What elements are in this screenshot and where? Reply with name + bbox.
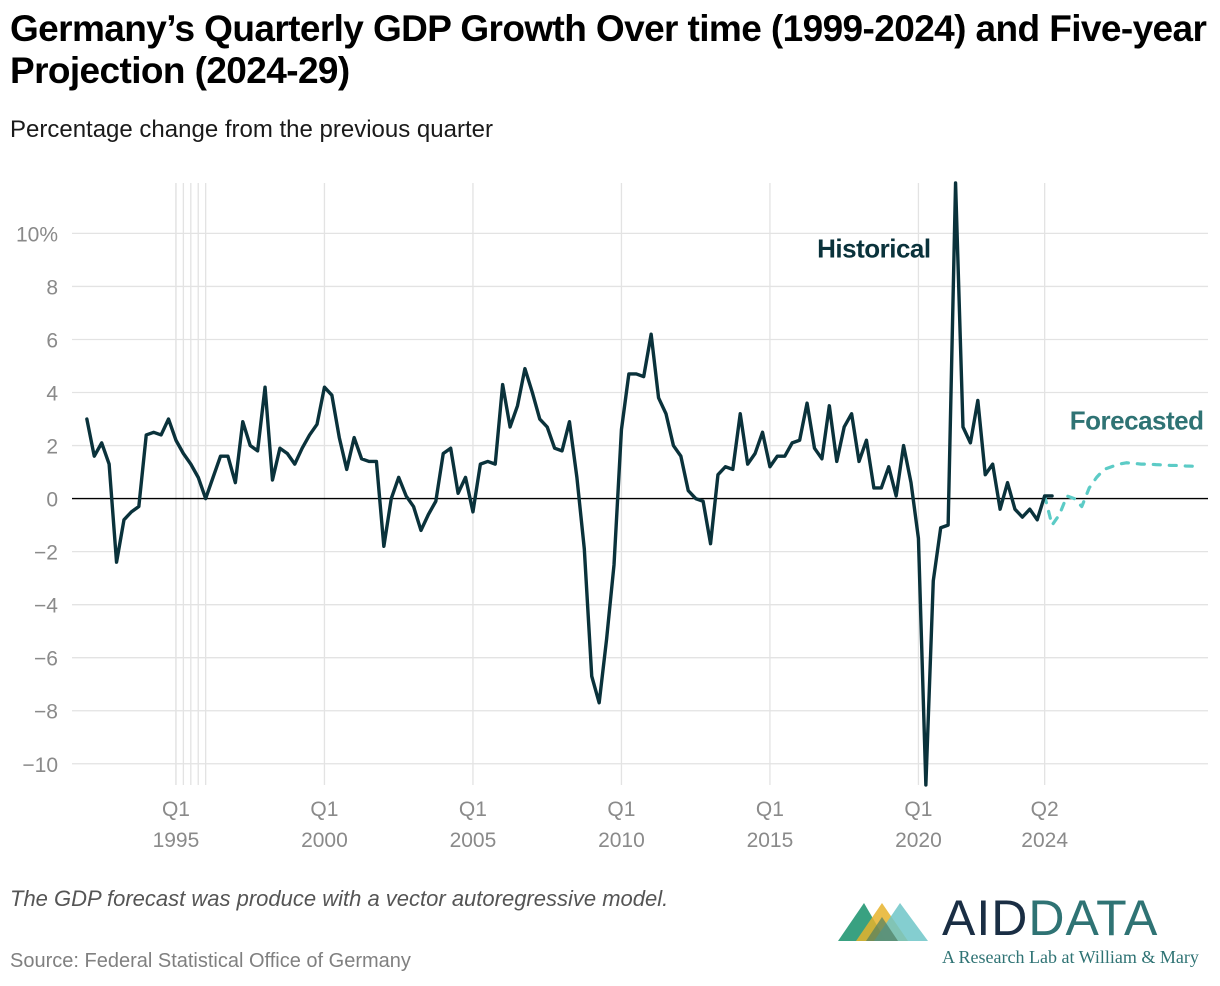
aiddata-logo: AIDDATA A Research Lab at William & Mary bbox=[838, 890, 1208, 970]
y-tick-label: 0 bbox=[46, 489, 58, 512]
x-gridlines bbox=[175, 183, 1046, 785]
series-line-forecasted bbox=[1043, 461, 1203, 527]
x-tick-year-label: 2015 bbox=[747, 829, 794, 852]
x-tick-quarter-label: Q1 bbox=[756, 798, 784, 821]
y-tick-label: 10% bbox=[16, 223, 58, 246]
y-tick-label: −4 bbox=[34, 595, 58, 618]
series-line-historical bbox=[85, 181, 1054, 787]
x-tick-year-label: 2000 bbox=[301, 829, 348, 852]
x-tick-year-label: 1995 bbox=[153, 829, 200, 852]
x-tick-year-label: 2020 bbox=[895, 829, 942, 852]
source-note: Source: Federal Statistical Office of Ge… bbox=[10, 950, 411, 972]
logo-wordmark: AIDDATA bbox=[942, 889, 1158, 947]
x-tick-year-label: 2024 bbox=[1021, 829, 1068, 852]
x-tick-quarter-label: Q1 bbox=[162, 798, 190, 821]
series-labels: Historical Forecasted bbox=[817, 233, 1204, 436]
x-tick-year-label: 2010 bbox=[598, 829, 645, 852]
y-tick-label: 2 bbox=[46, 436, 58, 459]
y-tick-label: 6 bbox=[46, 329, 58, 352]
y-axis-tick-labels: 10% 8 6 4 2 0 −2 −4 −6 −8 −10 bbox=[16, 223, 58, 776]
y-tick-label: 8 bbox=[46, 276, 58, 299]
y-gridlines bbox=[72, 232, 1208, 765]
x-tick-year-label: 2005 bbox=[450, 829, 497, 852]
chart-subtitle: Percentage change from the previous quar… bbox=[10, 116, 493, 143]
y-tick-label: −2 bbox=[34, 542, 58, 565]
x-axis-tick-labels: Q1 1995 Q1 2000 Q1 2005 Q1 2010 Q1 2015 Q1 2020 Q2 20… bbox=[153, 798, 1069, 852]
x-tick-quarter-label: Q2 bbox=[1031, 798, 1059, 821]
x-tick-quarter-label: Q1 bbox=[904, 798, 932, 821]
logo-word-aid: AID bbox=[942, 890, 1029, 946]
y-tick-label: −6 bbox=[34, 648, 58, 671]
model-note: The GDP forecast was produce with a vect… bbox=[10, 886, 669, 911]
label-historical: Historical bbox=[817, 233, 931, 263]
logo-word-data: DATA bbox=[1028, 890, 1159, 946]
y-tick-label: 4 bbox=[46, 383, 58, 406]
x-tick-quarter-label: Q1 bbox=[459, 798, 487, 821]
logo-mountains-icon bbox=[838, 903, 928, 941]
y-tick-label: −10 bbox=[22, 754, 58, 777]
y-tick-label: −8 bbox=[34, 701, 58, 724]
label-forecasted: Forecasted bbox=[1070, 406, 1204, 436]
logo-tagline: A Research Lab at William & Mary bbox=[942, 947, 1199, 967]
x-tick-quarter-label: Q1 bbox=[607, 798, 635, 821]
x-tick-quarter-label: Q1 bbox=[310, 798, 338, 821]
chart-title: Germany’s Quarterly GDP Growth Over time… bbox=[10, 8, 1207, 91]
